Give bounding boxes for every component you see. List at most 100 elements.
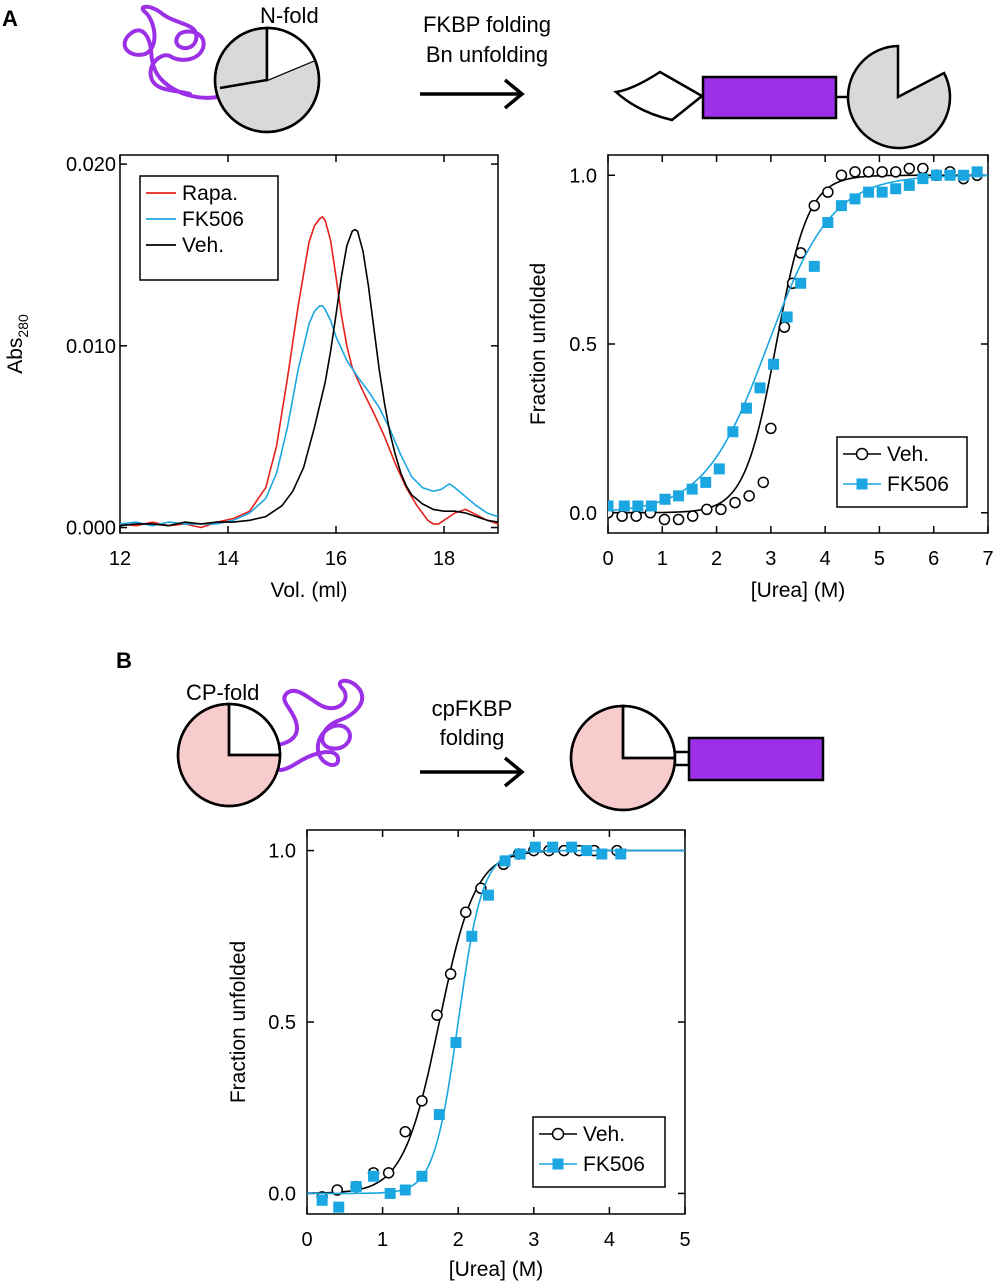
data-point-fk506 bbox=[754, 382, 766, 394]
data-point-fk506 bbox=[808, 260, 820, 272]
linker-b bbox=[673, 750, 691, 767]
x-tick-label: 5 bbox=[679, 1229, 690, 1251]
legend-label-veh: Veh. bbox=[887, 443, 929, 466]
data-point-veh bbox=[778, 321, 791, 333]
x-axis-label: Vol. (ml) bbox=[270, 579, 347, 602]
data-point-veh bbox=[431, 1009, 443, 1021]
data-point-fk506 bbox=[596, 848, 608, 860]
x-tick-label: 1 bbox=[657, 548, 668, 570]
x-tick-label: 2 bbox=[711, 548, 722, 570]
x-tick-label: 0 bbox=[602, 548, 613, 570]
data-point-fk506 bbox=[482, 889, 494, 901]
data-point-fk506 bbox=[450, 1037, 462, 1049]
y-axis-label-main: Abs bbox=[4, 338, 27, 374]
data-point-veh bbox=[658, 513, 671, 526]
data-point-veh bbox=[889, 166, 902, 178]
arrow-a-line2: Bn unfolding bbox=[426, 42, 548, 67]
data-point-veh bbox=[399, 1125, 412, 1138]
series-line-veh bbox=[120, 228, 498, 527]
data-point-fk506 bbox=[863, 186, 875, 198]
schematic-a: N-fold FKBP folding Bn unfolding bbox=[122, 3, 952, 150]
legend-label-veh: Veh. bbox=[583, 1123, 625, 1146]
data-point-veh bbox=[630, 510, 642, 522]
data-point-fk506 bbox=[608, 500, 614, 512]
legend-label-rapa: Rapa. bbox=[182, 182, 238, 205]
data-point-veh bbox=[849, 166, 861, 178]
data-point-veh bbox=[416, 1095, 428, 1107]
pacman-domain bbox=[846, 44, 952, 150]
data-point-fk506 bbox=[632, 500, 644, 512]
data-point-fk506 bbox=[618, 500, 630, 512]
data-point-fk506 bbox=[416, 1170, 428, 1182]
data-point-fk506 bbox=[781, 311, 793, 323]
data-point-veh bbox=[686, 510, 699, 522]
x-axis-label: [Urea] (M) bbox=[751, 579, 846, 602]
data-point-fk506 bbox=[700, 476, 712, 488]
unfolded-bn-loop-b bbox=[276, 678, 364, 772]
data-point-fk506 bbox=[686, 483, 698, 495]
data-point-fk506 bbox=[876, 186, 888, 198]
data-point-fk506 bbox=[713, 463, 725, 475]
urea-b-chart: 0 1 2 3 4 5 0.0 0.5 1.0 [Urea] (M) Fraction unfold… bbox=[227, 829, 691, 1281]
x-tick-label: 6 bbox=[928, 548, 939, 570]
n-fold-domain bbox=[213, 26, 321, 134]
x-tick-label: 2 bbox=[453, 1229, 464, 1251]
legend-label-fk506: FK506 bbox=[887, 473, 949, 496]
x-tick-label: 12 bbox=[109, 548, 131, 570]
legend-marker-veh bbox=[855, 447, 869, 461]
data-point-fk506 bbox=[581, 845, 593, 857]
data-point-fk506 bbox=[368, 1170, 380, 1182]
data-point-veh bbox=[743, 490, 755, 502]
data-point-fk506 bbox=[466, 930, 478, 942]
x-tick-label: 3 bbox=[765, 548, 776, 570]
data-point-fk506 bbox=[499, 855, 511, 867]
arrow-b-line1: cpFKBP bbox=[432, 696, 513, 721]
urea-a-chart: 0 1 2 3 4 5 6 7 0.0 0.5 1.0 [Urea] (M) Fraction unfo… bbox=[527, 154, 994, 602]
data-point-veh bbox=[460, 906, 472, 919]
data-point-fk506 bbox=[971, 166, 983, 178]
series-line-fk506 bbox=[120, 304, 498, 527]
data-point-fk506 bbox=[645, 500, 657, 512]
data-point-veh bbox=[757, 476, 770, 489]
legend-label-fk506: FK506 bbox=[583, 1153, 645, 1176]
legend-label-veh: Veh. bbox=[182, 234, 224, 257]
y-tick-label: 0.000 bbox=[66, 518, 116, 540]
y-tick-label: 1.0 bbox=[268, 841, 296, 863]
y-tick-label: 0.0 bbox=[569, 503, 597, 525]
y-axis-label: Abs280 bbox=[4, 314, 31, 374]
data-point-fk506 bbox=[903, 179, 915, 191]
panel-label-a: A bbox=[2, 6, 18, 31]
y-tick-label: 0.0 bbox=[268, 1183, 296, 1205]
bn-rectangle-b bbox=[687, 736, 825, 782]
y-axis-label: Fraction unfolded bbox=[227, 941, 250, 1103]
data-point-veh bbox=[331, 1184, 343, 1196]
y-tick-label: 0.020 bbox=[66, 154, 116, 176]
panel-label-b: B bbox=[116, 648, 132, 673]
data-point-veh bbox=[715, 503, 727, 516]
data-point-fk506 bbox=[384, 1187, 396, 1199]
arrow-a bbox=[420, 78, 525, 110]
y-tick-label: 1.0 bbox=[569, 165, 597, 187]
sec-chart: 12 14 16 18 0.000 0.010 0.020 Vol. (ml) Abs280 R… bbox=[4, 154, 499, 602]
data-point-fk506 bbox=[659, 493, 671, 505]
data-point-veh bbox=[444, 968, 457, 980]
cp-fold-domain bbox=[176, 702, 282, 808]
data-point-veh bbox=[917, 162, 929, 175]
data-point-veh bbox=[835, 169, 848, 181]
y-axis-label: Fraction unfolded bbox=[527, 263, 550, 425]
data-point-fk506 bbox=[547, 841, 559, 853]
data-point-fk506 bbox=[399, 1184, 411, 1196]
data-point-veh bbox=[382, 1167, 395, 1179]
data-point-fk506 bbox=[673, 490, 685, 502]
data-point-fk506 bbox=[740, 402, 752, 414]
schematic-b: CP-fold cpFKBP folding bbox=[176, 678, 825, 812]
x-tick-label: 14 bbox=[217, 548, 239, 570]
data-point-fk506 bbox=[944, 169, 956, 181]
legend-marker-fk506 bbox=[552, 1158, 564, 1170]
bn-rectangle-a bbox=[701, 75, 838, 120]
fkbp-wedge-domain bbox=[613, 70, 705, 122]
data-point-veh bbox=[672, 513, 685, 526]
data-point-fk506 bbox=[768, 358, 780, 370]
y-tick-label: 0.010 bbox=[66, 336, 116, 358]
data-point-fk506 bbox=[835, 200, 847, 212]
